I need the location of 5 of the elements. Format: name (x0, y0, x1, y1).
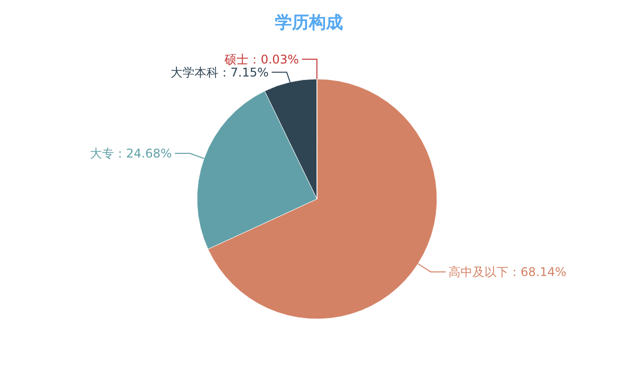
slice-label: 大学本科：7.15% (170, 65, 269, 80)
chart-title: 学历构成 (275, 13, 343, 33)
slice-label: 硕士：0.03% (224, 52, 299, 66)
slice-label: 大专：24.68% (90, 146, 172, 161)
slice-label: 高中及以下：68.14% (448, 265, 566, 280)
